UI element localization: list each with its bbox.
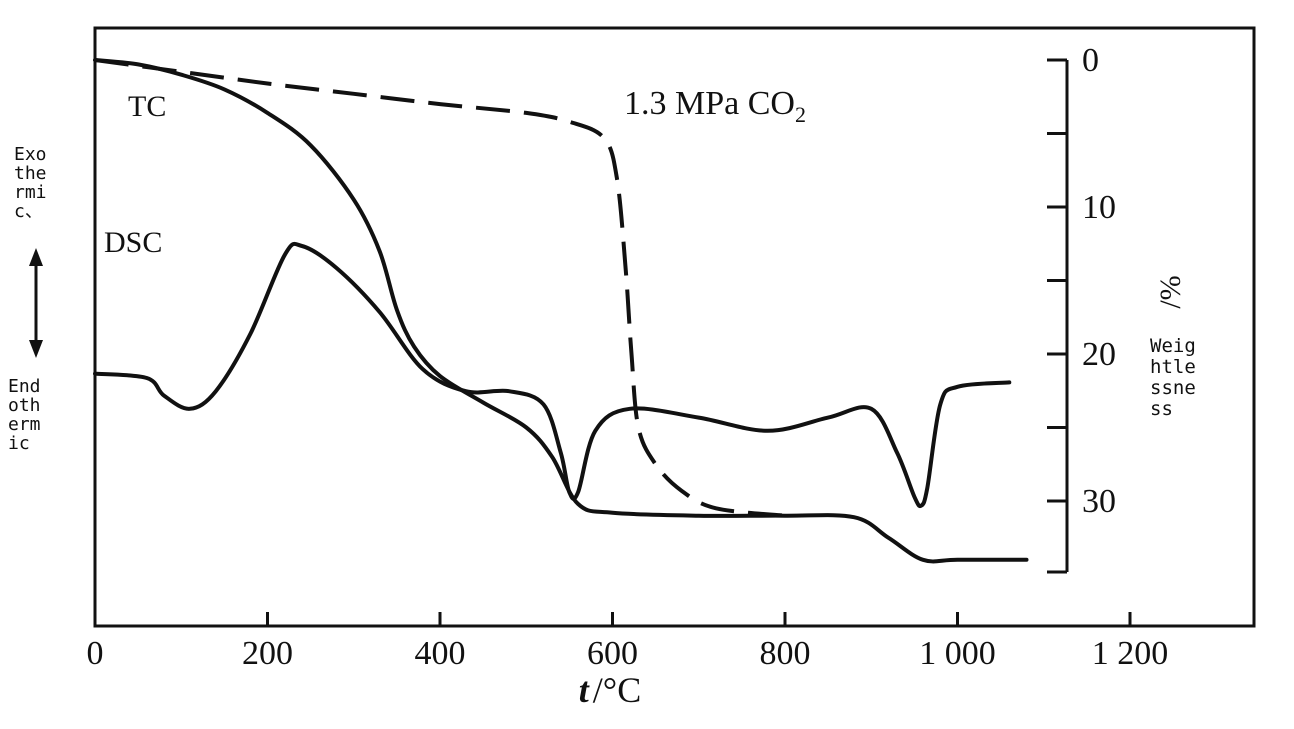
weightlessness-tick-label: 10 bbox=[1082, 189, 1116, 226]
exothermic-label-text: Exo the rmi c、 bbox=[14, 144, 47, 222]
weightlessness-label-text: Weig htle ssne ss bbox=[1150, 335, 1196, 420]
tc-label: TC bbox=[128, 90, 166, 123]
x-tick-label: 800 bbox=[760, 635, 811, 672]
x-tick-label: 1 200 bbox=[1092, 635, 1169, 672]
weightlessness-label: Weig htle ssne ss bbox=[1150, 335, 1196, 420]
condition-text: 1.3 MPa CO bbox=[624, 85, 795, 122]
weightlessness-label-line: htle bbox=[1150, 356, 1196, 378]
exothermic-label-line: Exo bbox=[14, 144, 47, 165]
weightlessness-label-line: ss bbox=[1150, 398, 1173, 420]
endothermic-label-text: End oth erm ic bbox=[8, 376, 41, 454]
weightlessness-axis-ticks: 0 10 20 30 bbox=[1047, 42, 1116, 574]
x-axis-ticks: 0 200 400 600 800 1 000 1 200 bbox=[87, 612, 1169, 672]
plot-frame bbox=[93, 26, 1256, 628]
endothermic-label-line: erm bbox=[8, 414, 41, 435]
weightlessness-label-line: ssne bbox=[1150, 377, 1196, 399]
series-co2-dashed-curve bbox=[94, 58, 786, 518]
weightlessness-tick-label: 30 bbox=[1082, 483, 1116, 520]
condition-label: 1.3 MPa CO2 bbox=[624, 85, 806, 127]
weightlessness-tick-label: 20 bbox=[1082, 336, 1116, 373]
x-tick-label: 200 bbox=[242, 635, 293, 672]
x-tick-label: 400 bbox=[415, 635, 466, 672]
dsc-label: DSC bbox=[104, 226, 162, 259]
weightlessness-unit: /% bbox=[1154, 275, 1187, 308]
x-axis-title: t/°C bbox=[579, 670, 641, 710]
x-axis-var: t bbox=[579, 670, 590, 710]
exothermic-label: Exo the rmi c、 bbox=[14, 144, 47, 222]
endothermic-label-line: oth bbox=[8, 395, 41, 416]
x-axis-unit: /°C bbox=[593, 670, 641, 710]
exothermic-label-line: rmi bbox=[14, 182, 47, 203]
condition-subscript: 2 bbox=[795, 102, 806, 127]
weightlessness-label-line: Weig bbox=[1150, 335, 1196, 357]
x-tick-label: 1 000 bbox=[919, 635, 996, 672]
x-tick-label: 0 bbox=[87, 635, 104, 672]
endothermic-label: End oth erm ic bbox=[8, 376, 41, 454]
endothermic-label-line: ic bbox=[8, 433, 30, 454]
exothermic-label-line: c、 bbox=[14, 201, 43, 222]
exo-endo-arrow bbox=[29, 248, 43, 358]
exothermic-label-line: the bbox=[14, 163, 47, 184]
x-tick-label: 600 bbox=[587, 635, 638, 672]
weightlessness-tick-label: 0 bbox=[1082, 42, 1099, 79]
series-tc-curve bbox=[93, 58, 1029, 564]
endothermic-label-line: End bbox=[8, 376, 41, 397]
series-dsc-curve bbox=[93, 241, 1012, 509]
